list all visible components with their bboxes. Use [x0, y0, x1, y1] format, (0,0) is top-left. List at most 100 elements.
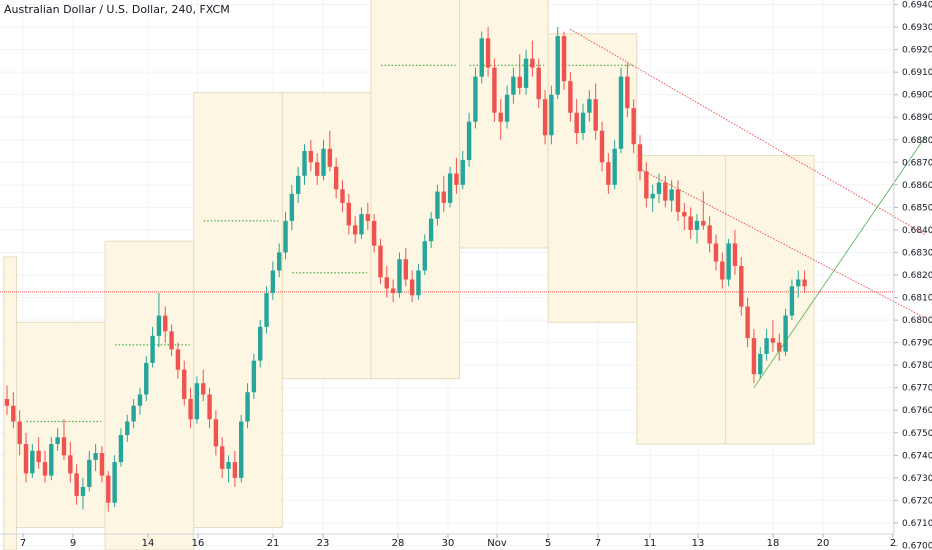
candle-down[interactable]	[802, 279, 807, 287]
candle-up[interactable]	[245, 392, 250, 422]
candle-down[interactable]	[732, 243, 738, 266]
candle-down[interactable]	[561, 36, 567, 82]
candle-down[interactable]	[536, 67, 541, 100]
candle-up[interactable]	[504, 94, 510, 122]
candle-down[interactable]	[530, 58, 535, 68]
candle-up[interactable]	[694, 220, 700, 230]
candle-down[interactable]	[201, 383, 206, 395]
candle-down[interactable]	[751, 338, 757, 375]
candle-down[interactable]	[498, 112, 503, 122]
candle-up[interactable]	[783, 315, 788, 352]
candle-up[interactable]	[587, 99, 592, 113]
candle-up[interactable]	[428, 218, 434, 242]
candle-up[interactable]	[466, 121, 472, 161]
candle-down[interactable]	[568, 81, 573, 113]
candle-down[interactable]	[17, 421, 22, 445]
candle-down[interactable]	[485, 38, 491, 68]
candle-up[interactable]	[796, 279, 801, 287]
candle-down[interactable]	[232, 462, 238, 478]
candle-down[interactable]	[36, 450, 41, 463]
candle-down[interactable]	[74, 473, 79, 496]
candle-up[interactable]	[295, 175, 301, 194]
candle-down[interactable]	[11, 405, 16, 422]
candle-down[interactable]	[213, 419, 219, 447]
candle-down[interactable]	[542, 99, 548, 136]
candle-down[interactable]	[777, 342, 782, 352]
candle-up[interactable]	[131, 405, 136, 422]
candle-down[interactable]	[340, 189, 345, 203]
candle-up[interactable]	[283, 220, 288, 253]
candle-up[interactable]	[479, 38, 484, 77]
candle-down[interactable]	[492, 67, 497, 113]
candle-down[interactable]	[106, 475, 111, 503]
candle-down[interactable]	[378, 245, 383, 278]
candle-down[interactable]	[739, 265, 744, 307]
trendline[interactable]	[639, 168, 926, 319]
candle-up[interactable]	[87, 459, 92, 487]
candle-up[interactable]	[656, 182, 662, 194]
candle-down[interactable]	[308, 151, 314, 163]
candle-down[interactable]	[207, 394, 212, 420]
candle-down[interactable]	[770, 338, 776, 343]
candle-up[interactable]	[30, 450, 35, 474]
trendline[interactable]	[753, 137, 926, 388]
candle-up[interactable]	[156, 315, 162, 336]
candle-down[interactable]	[175, 349, 181, 370]
candle-down[interactable]	[390, 288, 396, 294]
candle-up[interactable]	[511, 76, 516, 95]
candle-up[interactable]	[555, 36, 560, 95]
candle-up[interactable]	[112, 462, 117, 503]
candle-down[interactable]	[352, 225, 358, 235]
candle-up[interactable]	[150, 335, 155, 363]
candle-down[interactable]	[574, 112, 579, 133]
candle-up[interactable]	[435, 191, 440, 219]
candle-down[interactable]	[625, 76, 630, 109]
candle-down[interactable]	[707, 225, 712, 244]
candle-down[interactable]	[61, 437, 67, 456]
candle-down[interactable]	[188, 398, 193, 420]
candle-up[interactable]	[258, 326, 263, 361]
candle-down[interactable]	[606, 162, 611, 185]
candle-down[interactable]	[163, 315, 168, 332]
candle-up[interactable]	[93, 453, 98, 460]
candle-up[interactable]	[49, 444, 54, 476]
candle-up[interactable]	[251, 360, 257, 393]
candle-up[interactable]	[194, 383, 200, 420]
candle-up[interactable]	[549, 94, 554, 136]
candle-down[interactable]	[454, 173, 459, 185]
candle-up[interactable]	[239, 421, 244, 478]
candle-up[interactable]	[118, 435, 124, 463]
candle-up[interactable]	[650, 193, 655, 199]
candle-up[interactable]	[276, 252, 282, 271]
candle-down[interactable]	[23, 444, 29, 474]
candle-up[interactable]	[669, 189, 674, 201]
candle-down[interactable]	[663, 182, 668, 201]
candle-up[interactable]	[137, 394, 143, 406]
candle-up[interactable]	[726, 243, 731, 280]
candle-down[interactable]	[42, 462, 48, 476]
candle-up[interactable]	[80, 486, 86, 496]
candle-up[interactable]	[270, 270, 276, 294]
candle-down[interactable]	[365, 214, 371, 221]
candle-up[interactable]	[618, 76, 624, 149]
candle-down[interactable]	[745, 306, 750, 339]
candle-up[interactable]	[422, 241, 427, 271]
candle-down[interactable]	[346, 202, 352, 226]
candle-down[interactable]	[688, 216, 693, 230]
candle-up[interactable]	[460, 160, 465, 185]
candle-down[interactable]	[675, 189, 681, 212]
candle-up[interactable]	[289, 193, 295, 221]
candle-down[interactable]	[99, 453, 105, 476]
candle-down[interactable]	[682, 211, 687, 217]
candle-down[interactable]	[593, 99, 598, 131]
candle-down[interactable]	[182, 369, 187, 399]
candle-up[interactable]	[226, 462, 231, 469]
candle-down[interactable]	[220, 446, 225, 469]
candle-up[interactable]	[612, 148, 617, 185]
trendline[interactable]	[570, 28, 926, 235]
candle-down[interactable]	[333, 166, 339, 190]
candle-down[interactable]	[4, 398, 10, 406]
candle-up[interactable]	[359, 214, 364, 235]
candle-up[interactable]	[397, 259, 402, 294]
